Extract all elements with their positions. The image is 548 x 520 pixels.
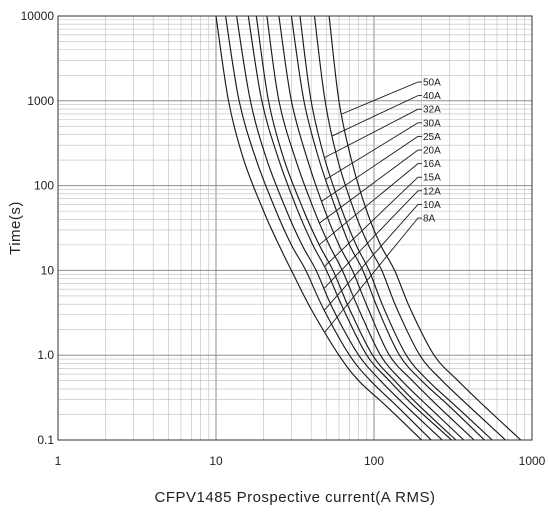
curve-12a — [236, 16, 443, 440]
leader-line-15a — [324, 176, 419, 267]
rating-label-30a: 30A — [423, 118, 441, 129]
leader-line-20a — [319, 149, 419, 224]
plot-frame — [57, 15, 533, 441]
y-tick-label: 10 — [41, 263, 55, 277]
rating-label-8a: 8A — [423, 214, 436, 225]
rating-label-50a: 50A — [423, 78, 441, 89]
leader-line-10a — [323, 204, 419, 311]
curve-30a — [290, 16, 485, 440]
rating-label-10a: 10A — [423, 200, 441, 211]
leader-line-16a — [318, 163, 419, 246]
leader-line-12a — [323, 190, 419, 289]
x-tick-label: 1000 — [519, 454, 546, 468]
rating-labels: 50A 40A 32A 30A 25A 20A 16A 15A 12A 10A 8A — [318, 78, 441, 333]
leader-line-32a — [324, 108, 419, 158]
leader-line-40a — [332, 95, 419, 137]
curve-32a — [299, 16, 493, 440]
curve-20a — [266, 16, 465, 440]
curve-16a — [255, 16, 457, 440]
y-tick-label: 10000 — [21, 9, 55, 23]
y-tick-label: 1000 — [27, 94, 54, 108]
curve-10a — [225, 16, 432, 440]
rating-label-20a: 20A — [423, 146, 441, 157]
rating-label-25a: 25A — [423, 132, 441, 143]
rating-label-16a: 16A — [423, 159, 441, 170]
x-axis-label: CFPV1485 Prospective current(A RMS) — [155, 489, 436, 506]
curve-25a — [278, 16, 475, 440]
x-tick-label: 100 — [364, 454, 384, 468]
y-axis-label: Time(s) — [7, 201, 24, 255]
x-tick-label: 10 — [209, 454, 223, 468]
rating-label-15a: 15A — [423, 173, 441, 184]
y-tick-label: 1.0 — [37, 348, 54, 362]
leader-line-8a — [324, 217, 419, 333]
leader-line-30a — [325, 122, 419, 180]
curve-50a — [328, 16, 522, 440]
rating-label-12a: 12A — [423, 186, 441, 197]
leader-line-50a — [341, 81, 419, 115]
y-tick-label: 100 — [34, 179, 54, 193]
curve-15a — [247, 16, 452, 440]
rating-label-40a: 40A — [423, 91, 441, 102]
y-tick-label: 0.1 — [37, 433, 54, 447]
grid — [57, 16, 532, 441]
rating-label-32a: 32A — [423, 105, 441, 116]
curves — [215, 16, 522, 440]
curve-40a — [313, 16, 506, 440]
leader-line-25a — [321, 136, 419, 202]
tick-labels: 1 10 100 1000 0.1 1.0 10 100 1000 10000 — [21, 9, 546, 468]
x-tick-label: 1 — [55, 454, 62, 468]
curve-8a — [215, 16, 422, 440]
